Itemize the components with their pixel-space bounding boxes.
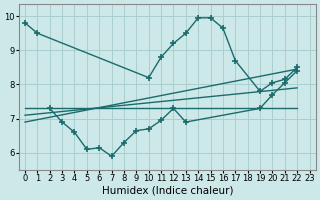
X-axis label: Humidex (Indice chaleur): Humidex (Indice chaleur) — [101, 186, 233, 196]
